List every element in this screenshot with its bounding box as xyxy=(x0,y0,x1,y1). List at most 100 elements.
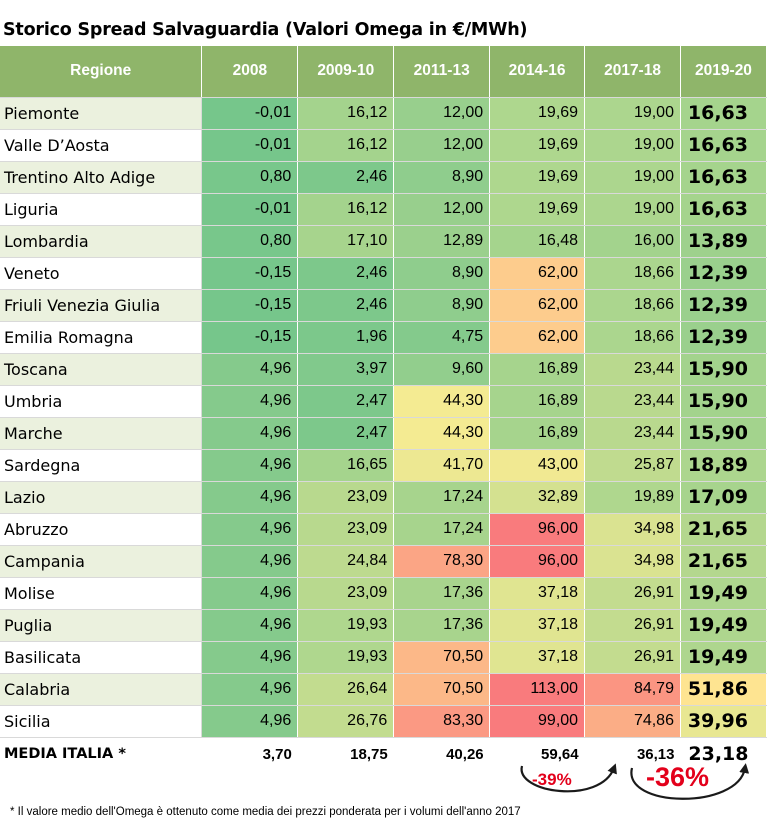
value-cell: 41,70 xyxy=(393,449,491,482)
value-cell: 16,12 xyxy=(297,129,395,162)
value-cell: 19,93 xyxy=(297,609,395,642)
value-cell: 19,49 xyxy=(680,641,767,674)
value-cell: 16,63 xyxy=(680,161,767,194)
value-cell: 8,90 xyxy=(393,161,491,194)
value-cell: 19,00 xyxy=(584,129,681,162)
value-cell: 17,36 xyxy=(393,577,491,610)
value-cell: -0,01 xyxy=(201,193,299,226)
table-row: Friuli Venezia Giulia -0,15 2,46 8,90 62,00 1… xyxy=(0,289,767,322)
value-cell: 4,96 xyxy=(201,545,299,578)
spread-table: Regione 2008 2009-10 2011-13 2014-16 201… xyxy=(0,46,767,771)
value-cell: 18,66 xyxy=(584,257,681,290)
column-header: Regione xyxy=(0,46,203,98)
table-row: Sicilia 4,96 26,76 83,30 99,00 74,86 39,96 xyxy=(0,705,767,738)
value-cell: 2,46 xyxy=(297,289,395,322)
value-cell: 12,00 xyxy=(393,97,491,130)
table-row: Lazio 4,96 23,09 17,24 32,89 19,89 17,09 xyxy=(0,481,767,514)
value-cell: 17,24 xyxy=(393,513,491,546)
value-cell: 84,79 xyxy=(584,673,681,706)
value-cell: 4,75 xyxy=(393,321,491,354)
value-cell: 4,96 xyxy=(201,609,299,642)
value-cell: 83,30 xyxy=(393,705,491,738)
value-cell: 70,50 xyxy=(393,673,491,706)
column-header: 2009-10 xyxy=(297,46,395,98)
region-name: Piemonte xyxy=(0,97,203,130)
table-row: Umbria 4,96 2,47 44,30 16,89 23,44 15,90 xyxy=(0,385,767,418)
region-name: Marche xyxy=(0,417,203,450)
value-cell: 34,98 xyxy=(584,545,681,578)
value-cell: 23,44 xyxy=(584,417,681,450)
value-cell: 4,96 xyxy=(201,385,299,418)
region-name: Friuli Venezia Giulia xyxy=(0,289,203,322)
summary-cell: 36,13 xyxy=(584,737,681,771)
table-row: Valle D’Aosta -0,01 16,12 12,00 19,69 19,00 16… xyxy=(0,129,767,162)
region-name: Umbria xyxy=(0,385,203,418)
column-header: 2008 xyxy=(201,46,299,98)
value-cell: 15,90 xyxy=(680,385,767,418)
value-cell: 17,10 xyxy=(297,225,395,258)
value-cell: 16,63 xyxy=(680,129,767,162)
value-cell: 0,80 xyxy=(201,161,299,194)
region-name: Veneto xyxy=(0,257,203,290)
value-cell: 12,39 xyxy=(680,289,767,322)
value-cell: 9,60 xyxy=(393,353,491,386)
value-cell: 4,96 xyxy=(201,449,299,482)
region-name: Trentino Alto Adige xyxy=(0,161,203,194)
table-row: Basilicata 4,96 19,93 70,50 37,18 26,91 19,49 xyxy=(0,641,767,674)
table-row: Lombardia 0,80 17,10 12,89 16,48 16,00 13,89 xyxy=(0,225,767,258)
value-cell: 19,89 xyxy=(584,481,681,514)
value-cell: 62,00 xyxy=(489,257,586,290)
region-name: Basilicata xyxy=(0,641,203,674)
value-cell: 62,00 xyxy=(489,289,586,322)
value-cell: -0,01 xyxy=(201,97,299,130)
value-cell: 4,96 xyxy=(201,705,299,738)
value-cell: 26,91 xyxy=(584,641,681,674)
region-name: Lazio xyxy=(0,481,203,514)
value-cell: 4,96 xyxy=(201,641,299,674)
value-cell: -0,15 xyxy=(201,257,299,290)
value-cell: 25,87 xyxy=(584,449,681,482)
value-cell: 26,76 xyxy=(297,705,395,738)
value-cell: 23,09 xyxy=(297,513,395,546)
column-header: 2014-16 xyxy=(489,46,586,98)
value-cell: 51,86 xyxy=(680,673,767,706)
value-cell: 18,66 xyxy=(584,321,681,354)
value-cell: 74,86 xyxy=(584,705,681,738)
value-cell: 19,00 xyxy=(584,161,681,194)
value-cell: 17,24 xyxy=(393,481,491,514)
column-header: 2019-20 xyxy=(680,46,767,98)
value-cell: 34,98 xyxy=(584,513,681,546)
value-cell: 15,90 xyxy=(680,417,767,450)
value-cell: 44,30 xyxy=(393,417,491,450)
value-cell: 4,96 xyxy=(201,481,299,514)
summary-cell: 3,70 xyxy=(201,737,298,771)
value-cell: 13,89 xyxy=(680,225,767,258)
table-row: Calabria 4,96 26,64 70,50 113,00 84,79 51,86 xyxy=(0,673,767,706)
page-title: Storico Spread Salvaguardia (Valori Omeg… xyxy=(3,20,528,40)
table-row: Marche 4,96 2,47 44,30 16,89 23,44 15,90 xyxy=(0,417,767,450)
region-name: Puglia xyxy=(0,609,203,642)
value-cell: 19,69 xyxy=(489,129,586,162)
value-cell: 2,46 xyxy=(297,161,395,194)
value-cell: 19,93 xyxy=(297,641,395,674)
table-row: Toscana 4,96 3,97 9,60 16,89 23,44 15,90 xyxy=(0,353,767,386)
value-cell: 19,00 xyxy=(584,193,681,226)
value-cell: 23,09 xyxy=(297,577,395,610)
region-name: Liguria xyxy=(0,193,203,226)
table-row: Liguria -0,01 16,12 12,00 19,69 19,00 16,63 xyxy=(0,193,767,226)
value-cell: 17,09 xyxy=(680,481,767,514)
value-cell: 2,46 xyxy=(297,257,395,290)
value-cell: 62,00 xyxy=(489,321,586,354)
value-cell: 39,96 xyxy=(680,705,767,738)
value-cell: 19,69 xyxy=(489,161,586,194)
table-row: Molise 4,96 23,09 17,36 37,18 26,91 19,49 xyxy=(0,577,767,610)
value-cell: 21,65 xyxy=(680,513,767,546)
value-cell: 15,90 xyxy=(680,353,767,386)
value-cell: 18,66 xyxy=(584,289,681,322)
value-cell: 2,47 xyxy=(297,417,395,450)
value-cell: 96,00 xyxy=(489,545,586,578)
value-cell: 32,89 xyxy=(489,481,586,514)
value-cell: 16,63 xyxy=(680,193,767,226)
value-cell: 4,96 xyxy=(201,513,299,546)
value-cell: 43,00 xyxy=(489,449,586,482)
